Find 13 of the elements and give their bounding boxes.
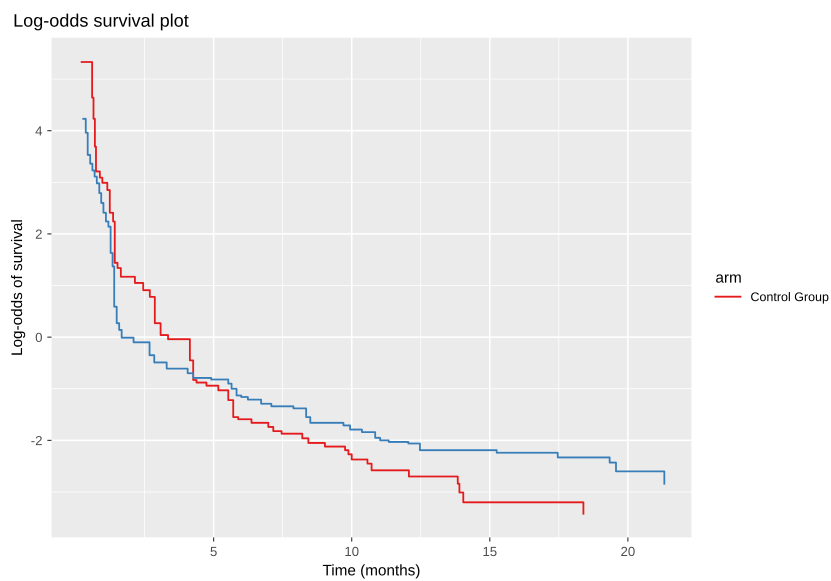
y-tick-label: -2 [31,436,42,446]
legend-title: arm [716,274,741,283]
legend-label: Control Group [751,292,828,304]
y-tick-label: 4 [35,126,42,136]
x-tick-label: 20 [621,546,635,556]
x-tick-label: 10 [345,546,359,556]
x-axis-title: Time (months) [322,564,420,579]
x-tick-label: 15 [483,546,497,556]
y-tick-label: 2 [36,229,42,239]
x-tick-label: 5 [210,546,217,556]
y-axis-title: Log-odds of survival [10,220,26,355]
chart-title: Log-odds survival plot [14,14,189,30]
y-tick-label: 0 [36,332,42,342]
